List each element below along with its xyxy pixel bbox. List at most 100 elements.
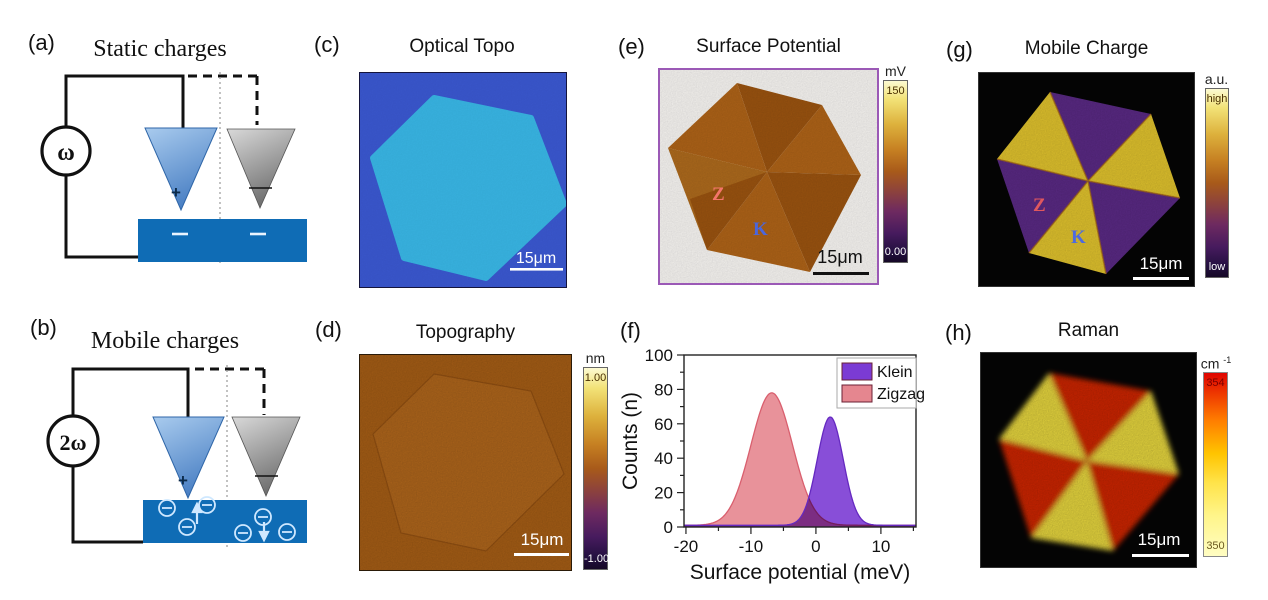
mobile-charge-svg: Z K 15μm <box>979 73 1194 286</box>
electron-icon <box>234 524 252 542</box>
wire-bottom <box>71 466 143 544</box>
wire-bottom <box>64 175 138 259</box>
axis-ticks <box>677 354 915 534</box>
tip-plus-label: + <box>171 183 181 202</box>
legend-swatch-klein <box>841 362 873 381</box>
raman-colorbar-max: 354 <box>1206 377 1225 389</box>
noise-overlay <box>360 73 566 287</box>
panel-letter-e: (e) <box>618 34 645 59</box>
x-tick-label: -20 <box>674 537 699 556</box>
y-tick-label: 100 <box>645 346 673 365</box>
optical-topo-image: 15μm <box>359 72 567 288</box>
y-tick-label: 60 <box>654 415 673 434</box>
zigzag-domain-label: Z <box>712 184 725 205</box>
noise-overlay <box>981 353 1196 567</box>
surface-potential-image: Z K 15μm <box>658 68 879 285</box>
scale-bar <box>510 268 563 271</box>
panel-letter-a: (a) <box>28 30 55 55</box>
y-tick-label: 20 <box>654 484 673 503</box>
tip-plus-label: + <box>178 471 188 490</box>
x-tick-label: -10 <box>739 537 764 556</box>
mobile-charge-image: Z K 15μm <box>978 72 1195 287</box>
sp-colorbar: 150 0.00 <box>883 80 908 263</box>
afm-tip-reference <box>226 128 296 210</box>
scale-bar-label: 15μm <box>521 530 564 549</box>
x-tick-label: 10 <box>871 537 890 556</box>
ac-source-circle <box>40 125 92 177</box>
topo-colorbar: 1.00 -1.00 <box>583 367 610 570</box>
chart-outline-klein <box>684 416 916 526</box>
raman-colorbar: 354 350 <box>1203 372 1228 557</box>
electron-icon <box>198 496 216 514</box>
title-raman: Raman <box>1057 320 1120 341</box>
y-tick-label: 40 <box>654 449 673 468</box>
mc-colorbar-max: high <box>1206 93 1228 105</box>
y-axis-label: Counts (n) <box>619 392 642 490</box>
x-axis-label: Surface potential (meV) <box>690 561 911 584</box>
raman-unit-base: cm <box>1200 355 1220 372</box>
topography-svg: 15μm <box>360 355 571 570</box>
y-tick-label: 0 <box>664 518 673 537</box>
klein-domain-label: K <box>753 219 768 240</box>
panel-letter-b: (b) <box>30 315 57 340</box>
sp-colorbar-min: 0.00 <box>884 246 907 258</box>
electron-icon <box>178 518 196 536</box>
two-omega-label: 2ω <box>59 430 86 455</box>
raman-unit-sup: -1 <box>1223 355 1232 365</box>
charge-up-arrow-icon <box>191 501 203 524</box>
diagram-mobile-charges: 2ω + <box>46 365 307 550</box>
topo-colorbar-unit: nm <box>585 350 606 366</box>
legend-label-zigzag: Zigzag <box>877 386 925 403</box>
panel-letter-g: (g) <box>946 37 973 62</box>
title-surface-potential: Surface Potential <box>696 36 841 57</box>
legend-label-klein: Klein <box>877 364 913 381</box>
raman-colorbar-unit: cm -1 <box>1198 355 1234 372</box>
x-tick-label: 0 <box>811 537 820 556</box>
title-static-charges: Static charges <box>93 36 227 62</box>
raman-image: 15μm <box>980 352 1197 568</box>
ac-source-circle <box>46 414 100 468</box>
afm-tip-reference <box>231 416 301 498</box>
panel-letter-f: (f) <box>620 318 641 343</box>
scale-bar <box>514 553 569 556</box>
y-tick-label: 80 <box>654 380 673 399</box>
mc-colorbar-unit: a.u. <box>1204 71 1229 87</box>
afm-tip-biased <box>152 416 225 500</box>
diagram-static-charges: ω + <box>40 72 307 263</box>
sample-bar <box>138 219 307 262</box>
electron-icon <box>158 499 176 517</box>
scale-bar <box>1133 277 1189 280</box>
panel-letter-h: (h) <box>945 320 972 345</box>
afm-tip-biased <box>144 127 218 212</box>
optical-topo-svg: 15μm <box>360 73 567 287</box>
mc-colorbar: high low <box>1205 88 1229 278</box>
scale-bar <box>1132 554 1189 557</box>
chart-areas <box>684 392 916 527</box>
mc-colorbar-min: low <box>1208 261 1226 273</box>
panel-letter-c: (c) <box>314 32 340 57</box>
chart-area-zigzag <box>684 392 916 527</box>
panel-letter-d: (d) <box>315 317 342 342</box>
title-optical-topo: Optical Topo <box>409 36 515 57</box>
zigzag-domain-label: Z <box>1033 195 1046 216</box>
charge-down-arrow-icon <box>258 522 270 543</box>
sample-bar <box>143 500 307 543</box>
raman-svg: 15μm <box>981 353 1196 567</box>
scale-bar <box>813 272 869 275</box>
surface-potential-svg: Z K 15μm <box>660 70 877 283</box>
mobile-charges-group <box>158 496 296 542</box>
legend-swatch-zigzag <box>841 384 873 403</box>
sp-colorbar-unit: mV <box>885 63 906 79</box>
scale-bar-label: 15μm <box>516 250 556 267</box>
wire-top <box>64 74 185 128</box>
topo-colorbar-max: 1.00 <box>584 372 607 384</box>
topo-colorbar-min: -1.00 <box>584 553 610 565</box>
klein-domain-label: K <box>1071 227 1086 248</box>
scale-bar-label: 15μm <box>1138 530 1181 549</box>
wire-top <box>71 367 190 417</box>
noise-overlay <box>660 70 877 283</box>
noise-overlay <box>979 73 1194 286</box>
sp-colorbar-max: 150 <box>886 85 905 97</box>
